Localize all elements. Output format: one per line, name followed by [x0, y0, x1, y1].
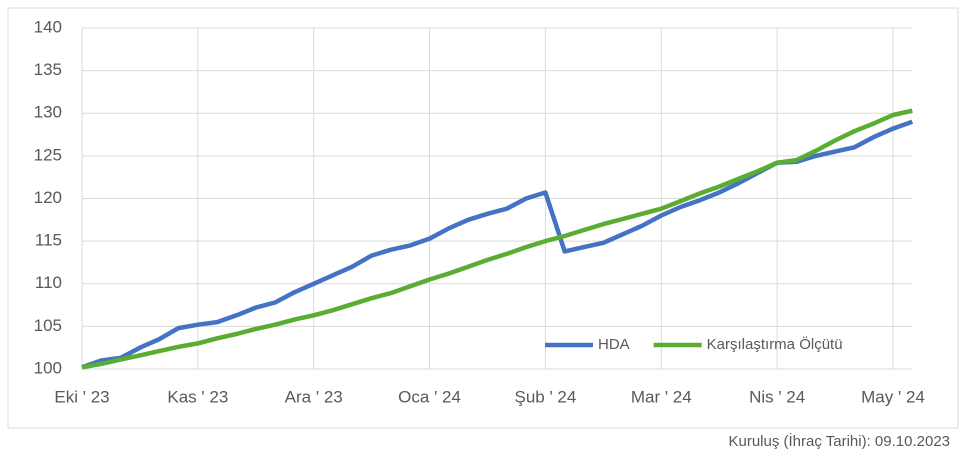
x-tick-label: Oca ' 24: [398, 387, 461, 406]
y-tick-label: 130: [34, 103, 62, 122]
footnote: Kuruluş (İhraç Tarihi): 09.10.2023: [728, 432, 950, 450]
x-tick-label: May ' 24: [861, 387, 925, 406]
legend-label: HDA: [598, 336, 630, 353]
x-tick-label: Mar ' 24: [631, 387, 692, 406]
y-tick-label: 100: [34, 358, 62, 377]
x-tick-label: Nis ' 24: [749, 387, 805, 406]
line-series: [81, 108, 913, 370]
x-tick-label: Kas ' 23: [167, 387, 228, 406]
y-tick-label: 140: [34, 17, 62, 36]
chart-frame: [7, 7, 959, 429]
x-tick-label: Şub ' 24: [514, 387, 576, 406]
y-tick-label: 125: [34, 145, 62, 164]
y-tick-label: 135: [34, 60, 62, 79]
legend-label: Karşılaştırma Ölçütü: [707, 335, 843, 353]
y-tick-label: 105: [34, 316, 62, 335]
y-tick-label: 115: [35, 231, 62, 250]
y-tick-label: 120: [34, 188, 62, 207]
x-tick-label: Ara ' 23: [285, 387, 343, 406]
y-tick-label: 110: [35, 273, 62, 292]
x-tick-label: Eki ' 23: [54, 387, 109, 406]
